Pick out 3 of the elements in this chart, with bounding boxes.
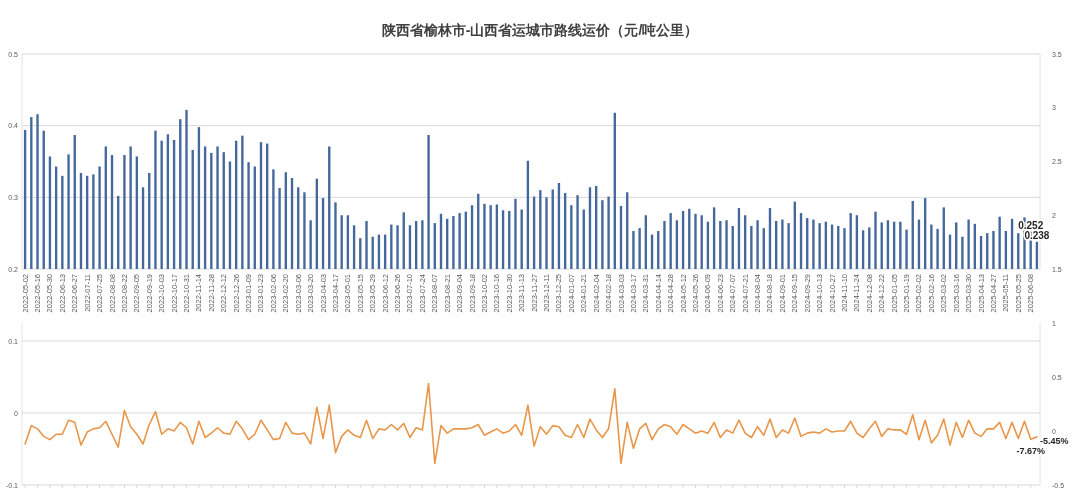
data-label: -7.67%	[1016, 446, 1045, 457]
chart-title: 陕西省榆林市-山西省运城市路线运价（元/吨公里）	[381, 22, 699, 38]
data-label: -5.45%	[1039, 435, 1069, 446]
